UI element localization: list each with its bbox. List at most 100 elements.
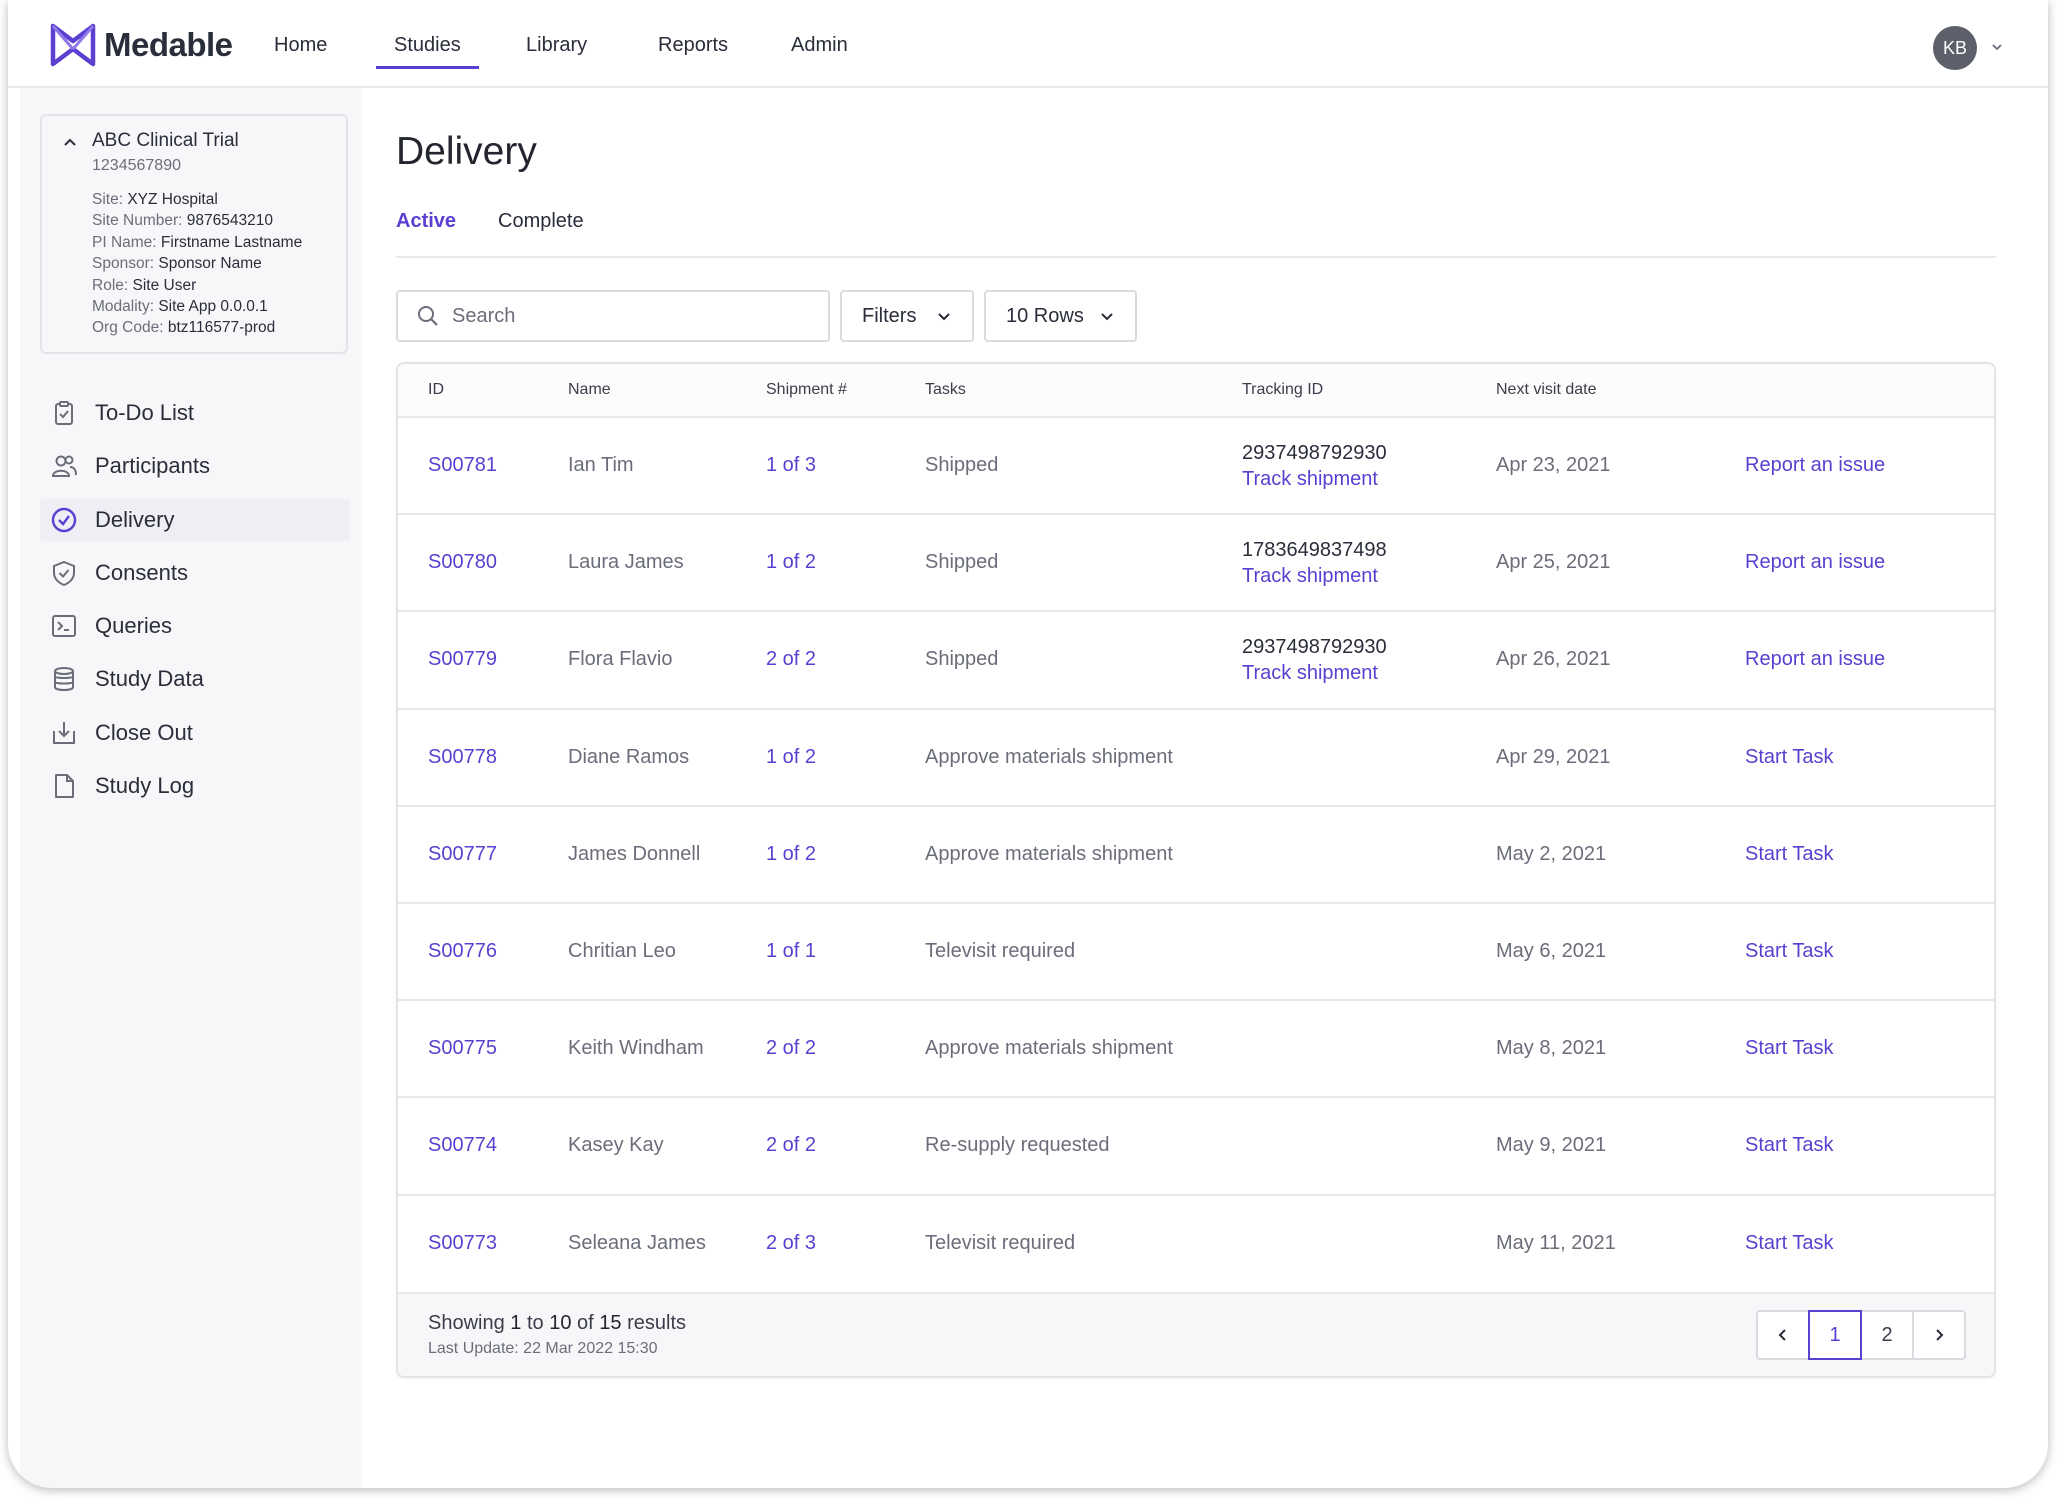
trial-detail-site-number: Site Number: 9876543210	[92, 212, 273, 230]
column-header-name[interactable]: Name	[568, 381, 611, 398]
user-avatar[interactable]: KB	[1933, 26, 1977, 70]
report-issue-link[interactable]: Report an issue	[1745, 454, 1886, 476]
next-visit-date: May 2, 2021	[1496, 842, 1607, 865]
app-window: Medable Home Studies Library Reports Adm…	[8, 0, 2048, 1488]
start-task-link[interactable]: Start Task	[1745, 1231, 1834, 1254]
trial-detail-pi-name: PI Name: Firstname Lastname	[92, 233, 303, 251]
page-button-2[interactable]: 2	[1860, 1310, 1914, 1360]
sidebar-item-label: Consents	[95, 559, 188, 585]
logo[interactable]: Medable	[50, 22, 233, 68]
shipment-id-link[interactable]: S00773	[428, 1231, 497, 1254]
shipment-id-link[interactable]: S00774	[428, 1134, 497, 1157]
side-nav: To-Do List Participants Delivery Consent…	[40, 392, 350, 818]
filters-dropdown[interactable]: Filters	[840, 290, 974, 342]
sidebar-item-participants[interactable]: Participants	[40, 445, 350, 487]
nav-library[interactable]: Library	[526, 34, 588, 56]
tab-active[interactable]: Active	[396, 210, 457, 232]
trial-id: 1234567890	[92, 157, 181, 174]
tracking-cell: 2937498792930 Track shipment	[1242, 634, 1387, 686]
shipment-id-link[interactable]: S00778	[428, 745, 497, 768]
shipment-id-link[interactable]: S00775	[428, 1037, 497, 1060]
chevron-up-icon[interactable]	[62, 134, 78, 150]
results-summary: Showing 1 to 10 of 15 results	[428, 1312, 686, 1334]
shipment-number-link[interactable]: 2 of 2	[766, 1037, 817, 1060]
track-shipment-link[interactable]: Track shipment	[1242, 565, 1378, 588]
task-text: Approve materials shipment	[925, 842, 1173, 865]
sidebar-item-delivery[interactable]: Delivery	[40, 498, 350, 541]
shipment-number-link[interactable]: 1 of 3	[766, 454, 817, 476]
sidebar-item-study-data[interactable]: Study Data	[40, 658, 350, 700]
shield-check-icon	[53, 560, 75, 586]
chevron-down-icon	[1101, 313, 1113, 321]
next-page-button[interactable]	[1912, 1310, 1966, 1360]
page-title: Delivery	[396, 130, 537, 173]
sidebar-item-label: Queries	[95, 613, 173, 639]
participant-name: Keith Windham	[568, 1037, 704, 1060]
task-text: Shipped	[925, 648, 999, 671]
start-task-link[interactable]: Start Task	[1745, 1134, 1834, 1157]
nav-reports[interactable]: Reports	[658, 34, 729, 56]
tracking-cell: 2937498792930 Track shipment	[1242, 440, 1387, 492]
report-issue-link[interactable]: Report an issue	[1745, 551, 1886, 574]
sidebar-item-close-out[interactable]: Close Out	[40, 712, 350, 754]
rows-per-page-dropdown[interactable]: 10 Rows	[984, 290, 1137, 342]
sidebar-item-label: Study Data	[95, 666, 204, 692]
shipment-number-link[interactable]: 1 of 2	[766, 745, 817, 768]
participant-name: Laura James	[568, 551, 684, 574]
track-shipment-link[interactable]: Track shipment	[1242, 468, 1378, 490]
shipment-number-link[interactable]: 2 of 2	[766, 1134, 817, 1157]
trial-name: ABC Clinical Trial	[92, 130, 239, 151]
table-row: S00778 Diane Ramos 1 of 2 Approve materials…	[398, 710, 1994, 807]
shipment-id-link[interactable]: S00780	[428, 551, 497, 574]
task-text: Shipped	[925, 551, 999, 574]
nav-home[interactable]: Home	[274, 34, 328, 56]
chevron-down-icon[interactable]	[1990, 40, 2004, 54]
shipment-number-link[interactable]: 1 of 2	[766, 842, 817, 865]
trial-detail-modality: Modality: Site App 0.0.0.1	[92, 298, 268, 316]
column-header-next-visit[interactable]: Next visit date	[1496, 381, 1597, 398]
search-box[interactable]	[396, 290, 830, 342]
sidebar: ABC Clinical Trial 1234567890 Site: XYZ …	[20, 88, 362, 1488]
participant-name: Flora Flavio	[568, 648, 673, 671]
start-task-link[interactable]: Start Task	[1745, 1037, 1834, 1060]
chevron-right-icon	[1936, 1329, 1944, 1341]
report-issue-link[interactable]: Report an issue	[1745, 648, 1886, 671]
next-visit-date: Apr 26, 2021	[1496, 648, 1611, 671]
track-shipment-link[interactable]: Track shipment	[1242, 662, 1378, 685]
next-visit-date: May 11, 2021	[1496, 1231, 1616, 1254]
shipment-id-link[interactable]: S00777	[428, 842, 497, 865]
start-task-link[interactable]: Start Task	[1745, 745, 1834, 768]
shipment-number-link[interactable]: 2 of 3	[766, 1231, 817, 1254]
tab-complete[interactable]: Complete	[498, 210, 584, 232]
trial-detail-org-code: Org Code: btz116577-prod	[92, 319, 276, 337]
sidebar-item-consents[interactable]: Consents	[40, 552, 350, 594]
column-header-tasks[interactable]: Tasks	[925, 381, 966, 398]
column-header-shipment[interactable]: Shipment #	[766, 381, 847, 398]
prev-page-button[interactable]	[1756, 1310, 1810, 1360]
sidebar-item-study-log[interactable]: Study Log	[40, 765, 350, 807]
rows-label: 10 Rows	[1006, 304, 1084, 327]
page-button-1[interactable]: 1	[1808, 1310, 1862, 1360]
sidebar-item-queries[interactable]: Queries	[40, 605, 350, 647]
next-visit-date: May 8, 2021	[1496, 1037, 1607, 1060]
column-header-id[interactable]: ID	[428, 381, 444, 398]
shipment-number-link[interactable]: 1 of 1	[766, 939, 817, 962]
start-task-link[interactable]: Start Task	[1745, 842, 1834, 865]
filters-label: Filters	[862, 304, 917, 327]
search-input[interactable]	[452, 304, 812, 328]
task-text: Shipped	[925, 454, 999, 476]
shipment-id-link[interactable]: S00779	[428, 648, 497, 671]
shipment-number-link[interactable]: 2 of 2	[766, 648, 817, 671]
top-navbar: Medable Home Studies Library Reports Adm…	[8, 0, 2048, 88]
nav-studies[interactable]: Studies	[376, 34, 479, 69]
sidebar-item-todo-list[interactable]: To-Do List	[40, 392, 350, 434]
shipment-number-link[interactable]: 1 of 2	[766, 551, 817, 574]
column-header-tracking-id[interactable]: Tracking ID	[1242, 381, 1324, 398]
shipment-id-link[interactable]: S00781	[428, 454, 497, 476]
next-visit-date: May 6, 2021	[1496, 939, 1607, 962]
sidebar-item-label: Study Log	[95, 773, 195, 799]
download-tray-icon	[53, 721, 75, 744]
shipment-id-link[interactable]: S00776	[428, 939, 497, 962]
nav-admin[interactable]: Admin	[791, 34, 848, 56]
start-task-link[interactable]: Start Task	[1745, 939, 1834, 962]
